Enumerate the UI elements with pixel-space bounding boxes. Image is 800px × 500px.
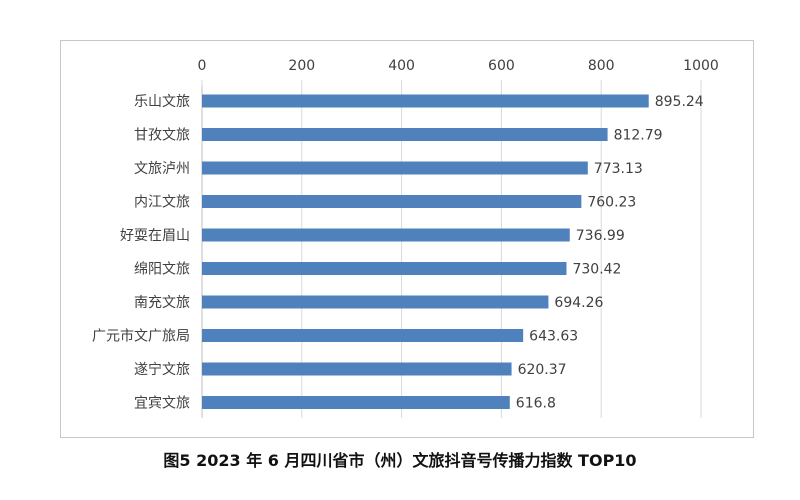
value-label: 736.99 <box>576 228 625 244</box>
value-label: 730.42 <box>572 262 621 278</box>
bar-2 <box>202 128 608 141</box>
value-label: 620.37 <box>518 362 567 378</box>
figure-caption: 图5 2023 年 6 月四川省市（州）文旅抖音号传播力指数 TOP10 <box>163 451 637 470</box>
x-tick-label: 600 <box>488 58 515 74</box>
value-label: 812.79 <box>614 128 663 144</box>
x-tick-label: 1000 <box>683 58 719 74</box>
bar-9 <box>202 362 512 376</box>
category-label: 乐山文旅 <box>134 94 190 110</box>
category-label: 好耍在眉山 <box>120 228 190 244</box>
category-label: 内江文旅 <box>134 195 190 211</box>
bar-3 <box>202 161 588 175</box>
x-tick-label: 400 <box>388 58 415 74</box>
value-label: 694.26 <box>554 295 603 311</box>
value-label: 773.13 <box>594 161 643 177</box>
bar-6 <box>202 262 567 275</box>
value-label: 643.63 <box>529 329 578 345</box>
category-label: 甘孜文旅 <box>134 128 190 144</box>
bar-10 <box>202 396 510 409</box>
category-label: 宜宾文旅 <box>134 396 190 412</box>
x-tick-label: 200 <box>288 58 315 74</box>
bar-5 <box>202 228 570 242</box>
bar-chart: 0 200 400 600 800 1000 乐山文旅 895.24 甘孜文旅 812.79 文旅泸… <box>92 58 719 418</box>
category-label: 文旅泸州 <box>134 161 190 177</box>
value-label: 895.24 <box>655 94 704 110</box>
x-tick-label: 800 <box>588 58 615 74</box>
bar-8 <box>202 329 524 342</box>
bar-7 <box>202 295 549 309</box>
category-label: 广元市文广旅局 <box>92 328 190 345</box>
category-label: 绵阳文旅 <box>134 261 190 278</box>
x-tick-label: 0 <box>198 58 207 74</box>
value-label: 616.8 <box>516 396 556 412</box>
bar-4 <box>202 195 582 208</box>
value-label: 760.23 <box>587 195 636 211</box>
category-label: 南充文旅 <box>134 295 190 311</box>
category-label: 遂宁文旅 <box>134 361 190 378</box>
bar-1 <box>202 94 649 108</box>
